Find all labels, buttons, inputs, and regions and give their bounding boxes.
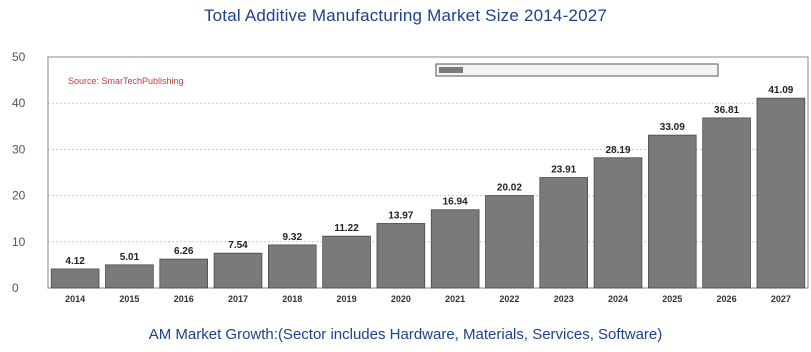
x-tick-label-2020: 2020: [391, 294, 411, 304]
data-label-2018: 9.32: [283, 232, 303, 243]
bars: [50, 97, 806, 289]
data-label-2014: 4.12: [65, 256, 85, 267]
data-labels: 4.12 5.01 6.26 7.54 9.32 11.22 13.97 16.94 20.02…: [65, 85, 793, 267]
x-tick-label-2019: 2019: [337, 294, 357, 304]
data-label-2021: 16.94: [443, 197, 468, 208]
data-label-2019: 11.22: [334, 223, 359, 234]
data-label-2015: 5.01: [120, 252, 140, 263]
x-tick-label-2025: 2025: [662, 294, 682, 304]
y-axis: 0 10 20 30 40 50: [12, 50, 26, 295]
bar-2014: [50, 268, 100, 289]
bar-2025: [648, 134, 697, 289]
bar-2018: [267, 244, 317, 289]
chart-caption: AM Market Growth:(Sector includes Hardwa…: [148, 326, 663, 343]
x-tick-label-2022: 2022: [499, 294, 519, 304]
y-tick-label: 50: [12, 50, 26, 64]
x-tick-label-2014: 2014: [65, 294, 85, 304]
x-tick-label-2016: 2016: [174, 294, 194, 304]
bar-2015: [105, 264, 154, 289]
y-tick-label: 10: [12, 235, 26, 249]
bar-2021: [430, 209, 480, 289]
x-tick-label-2027: 2027: [771, 294, 791, 304]
x-tick-label-2017: 2017: [228, 294, 248, 304]
x-tick-label-2026: 2026: [717, 294, 737, 304]
data-label-2022: 20.02: [497, 183, 522, 194]
bar-2027: [756, 97, 806, 289]
bar-2022: [485, 195, 534, 289]
data-label-2017: 7.54: [228, 240, 248, 251]
y-tick-label: 40: [12, 96, 26, 110]
chart-title: Total Additive Manufacturing Market Size…: [203, 6, 608, 25]
plot-frame: [47, 56, 809, 289]
y-tick-label: 0: [12, 281, 19, 295]
bar-2026: [702, 117, 751, 289]
x-tick-label-2021: 2021: [445, 294, 465, 304]
data-label-2024: 28.19: [605, 145, 630, 156]
x-tick-label-2015: 2015: [119, 294, 139, 304]
data-label-2027: 41.09: [768, 85, 793, 96]
x-tick-label-2024: 2024: [608, 294, 628, 304]
bar-2024: [593, 157, 643, 289]
bar-2019: [322, 235, 371, 289]
y-tick-label: 30: [12, 142, 26, 156]
data-label-2016: 6.26: [174, 246, 194, 257]
bar-2020: [376, 223, 426, 289]
data-label-2025: 33.09: [660, 122, 685, 133]
bar-2017: [213, 252, 263, 289]
legend-swatch: [439, 67, 463, 73]
x-axis: 2014 2015 2016 2017 2018 2019 2020 2021 2022 2023…: [65, 294, 791, 304]
source-note: Source: SmarTechPublishing: [68, 76, 184, 86]
bar-2023: [539, 177, 588, 289]
data-label-2023: 23.91: [551, 165, 576, 176]
legend-box: [435, 63, 719, 77]
data-label-2026: 36.81: [714, 105, 739, 116]
x-tick-label-2023: 2023: [554, 294, 574, 304]
bar-2016: [159, 258, 208, 289]
y-tick-label: 20: [12, 189, 26, 203]
x-tick-label-2018: 2018: [282, 294, 302, 304]
data-label-2020: 13.97: [388, 210, 413, 221]
